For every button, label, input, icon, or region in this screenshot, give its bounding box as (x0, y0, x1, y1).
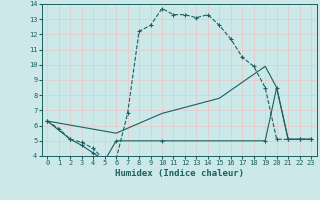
X-axis label: Humidex (Indice chaleur): Humidex (Indice chaleur) (115, 169, 244, 178)
